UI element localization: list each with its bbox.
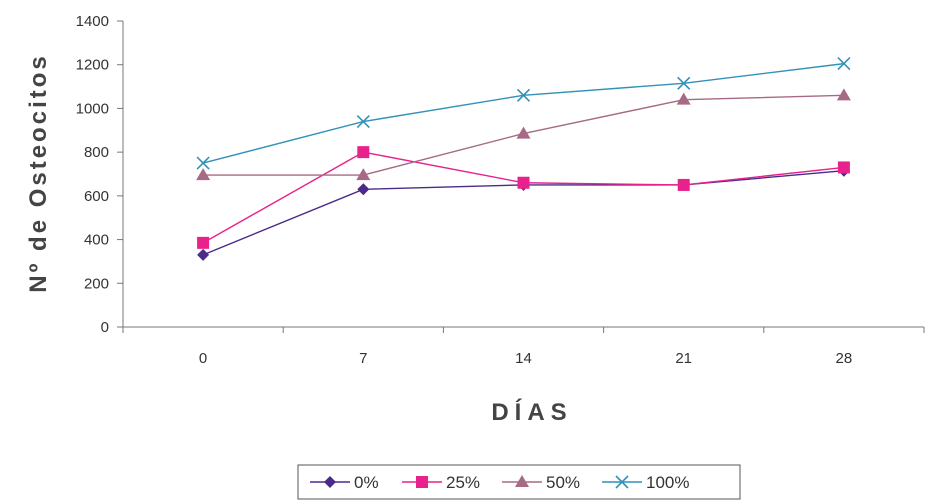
- legend-entry: 0%: [310, 473, 379, 492]
- legend-marker: [615, 475, 629, 489]
- data-point: [516, 88, 531, 102]
- series-line: [202, 151, 844, 244]
- axes: 0 200 400 600 800 1000 1200 1400 0 7 14 21 28: [76, 13, 925, 367]
- legend-marker: [416, 476, 428, 488]
- y-tick-label: 1400: [76, 13, 109, 30]
- x-tick-label: 0: [199, 350, 207, 367]
- y-axis-label: Nº de Osteocitos: [25, 53, 52, 292]
- x-tick-label: 7: [359, 350, 367, 367]
- data-point: [356, 114, 370, 129]
- series-25pct: [197, 146, 850, 249]
- y-tick-label: 1000: [76, 100, 109, 117]
- x-marker-stroke: [196, 156, 210, 170]
- series-100pct: [196, 57, 851, 170]
- legend-label: 25%: [446, 473, 480, 492]
- data-point: [677, 178, 690, 191]
- x-tick-label: 21: [675, 350, 692, 367]
- x-marker-stroke: [356, 114, 370, 129]
- data-point: [357, 146, 370, 159]
- legend-marker: [324, 476, 336, 488]
- data-point: [837, 57, 851, 71]
- series-50pct: [196, 88, 851, 181]
- x-marker-stroke: [516, 88, 531, 102]
- series-layer: [196, 57, 851, 261]
- data-point: [516, 126, 531, 139]
- x-marker-stroke: [837, 57, 851, 71]
- data-point: [196, 156, 210, 170]
- data-point: [837, 161, 850, 174]
- legend-entry: 50%: [502, 473, 580, 492]
- x-marker-stroke: [677, 76, 691, 90]
- data-point: [676, 92, 691, 105]
- x-tick-label: 14: [515, 350, 532, 367]
- legend-entry: 25%: [402, 473, 480, 492]
- data-point: [836, 88, 851, 101]
- legend-label: 0%: [354, 473, 379, 492]
- legend-label: 50%: [546, 473, 580, 492]
- y-tick-label: 1200: [76, 57, 109, 74]
- x-tick-label: 28: [836, 350, 853, 367]
- data-point: [677, 76, 691, 90]
- legend-entry: 100%: [602, 473, 689, 492]
- x-marker-stroke: [615, 475, 629, 489]
- data-point: [197, 236, 210, 249]
- y-tick-label: 400: [84, 232, 109, 249]
- y-tick-label: 600: [84, 188, 109, 205]
- legend: 0% 25% 50% 100%: [297, 464, 741, 500]
- y-tick-label: 800: [84, 144, 109, 161]
- data-point: [196, 168, 211, 181]
- y-tick-label: 0: [101, 319, 109, 336]
- data-point: [357, 183, 370, 196]
- data-point: [197, 248, 210, 261]
- y-tick-label: 200: [84, 275, 109, 292]
- legend-label: 100%: [646, 473, 689, 492]
- data-point: [356, 168, 371, 181]
- data-point: [517, 176, 530, 189]
- legend-marker: [515, 475, 529, 487]
- x-axis-label: DÍAS: [491, 398, 572, 426]
- series-line: [202, 62, 844, 164]
